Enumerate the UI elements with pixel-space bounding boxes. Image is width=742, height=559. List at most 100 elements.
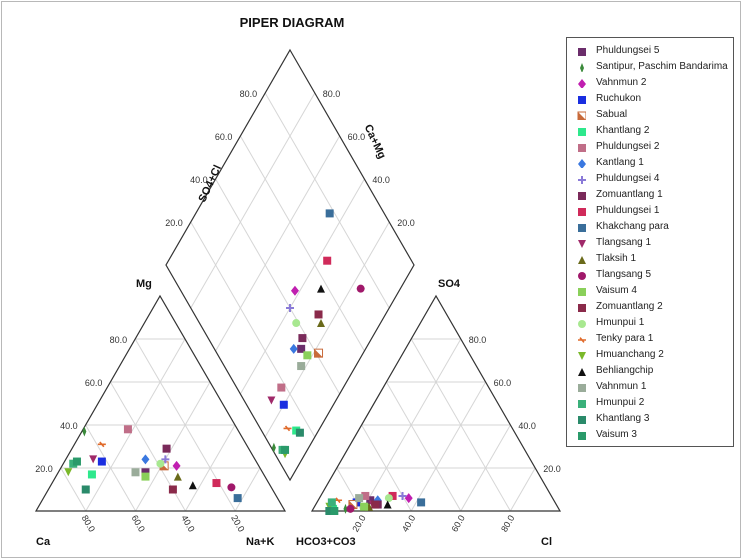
legend-label: Khantlang 2 — [596, 125, 650, 136]
legend-marker-shape — [578, 96, 586, 104]
point-phuldungsei-4-anion — [398, 491, 407, 500]
point-behliangchip-cation — [188, 481, 197, 490]
legend-marker — [578, 272, 586, 280]
diamond-outline — [165, 48, 415, 482]
tick-label: 40.0 — [372, 175, 390, 185]
point-behliangchip-anion — [383, 500, 392, 509]
legend-marker — [578, 288, 586, 296]
legend-marker — [578, 240, 586, 248]
legend-marker-shape — [578, 176, 586, 184]
legend-item: Zomuantlang 2 — [567, 300, 733, 316]
tick-label: 40.0 — [179, 513, 196, 533]
legend-item: Phuldungsei 5 — [567, 44, 733, 60]
grid-line — [135, 381, 211, 512]
legend-label: Ruchukon — [596, 93, 642, 104]
legend-label: Phuldungsei 1 — [596, 205, 660, 216]
legend-label: Tlangsang 5 — [596, 269, 652, 280]
point-vaisum-3-diamond — [281, 445, 290, 454]
point-khakchang-para-anion — [417, 498, 426, 507]
tick-label: 80.0 — [110, 335, 128, 345]
tick-label: 40.0 — [190, 175, 208, 185]
tick-label: 20.0 — [165, 218, 183, 228]
point-zomuantlang-2-anion — [371, 500, 380, 509]
axis-label-mg: Mg — [136, 278, 152, 290]
legend-marker-shape — [578, 159, 586, 168]
legend-label: Tenky para 1 — [596, 333, 654, 344]
axis-label-ca-mg: Ca+Mg — [362, 123, 388, 161]
legend-marker-shape — [578, 416, 586, 424]
legend-label: Sabual — [596, 109, 628, 120]
legend-label: Zomuantlang 1 — [596, 189, 663, 200]
point-vaisum-3-anion — [330, 507, 339, 515]
legend-label: Vaisum 4 — [596, 285, 637, 296]
point-zomuantlang-1-cation — [162, 444, 171, 453]
legend-marker-shape — [578, 304, 586, 312]
legend-item: Tlangsang 1 — [567, 236, 733, 252]
grid-line — [385, 381, 462, 512]
point-phuldungsei-2-cation — [123, 425, 132, 434]
legend-label: Vaisum 3 — [596, 429, 637, 440]
legend-label: Kantlang 1 — [596, 157, 644, 168]
tick-label: 80.0 — [240, 89, 258, 99]
point-vahnmun-2-anion — [404, 493, 413, 504]
axis-label-hco3: HCO3+CO3 — [296, 536, 356, 548]
legend-label: Santipur, Paschim Bandarima — [596, 61, 728, 72]
legend-item: Vahnmun 2 — [567, 76, 733, 92]
triangle-outline — [34, 294, 287, 512]
legend-marker-shape — [578, 272, 586, 280]
grid-line — [264, 92, 390, 309]
grid-line — [410, 338, 511, 512]
point-tlangsang-1-diamond — [267, 396, 276, 405]
legend-marker — [578, 384, 586, 392]
tick-label: 80.0 — [323, 89, 341, 99]
legend-item: Santipur, Paschim Bandarima — [567, 60, 733, 76]
point-tlangsang-5-diamond — [356, 284, 365, 293]
legend-marker — [578, 320, 586, 328]
tick-label: 80.0 — [469, 335, 487, 345]
legend-marker-shape — [578, 400, 586, 408]
point-vaisum-4-anion — [360, 502, 369, 511]
legend-label: Khantlang 3 — [596, 413, 650, 424]
tick-label: 80.0 — [499, 513, 516, 533]
legend-marker — [578, 48, 586, 56]
legend-label: Vahnmun 1 — [596, 381, 647, 392]
point-vahnmun-1-diamond — [297, 362, 306, 371]
triangle-outlines — [34, 48, 562, 512]
point-phuldungsei-2-anion — [361, 491, 370, 500]
point-hmunpui-1-diamond — [292, 319, 301, 328]
legend-marker — [578, 128, 586, 136]
legend-item: Vahnmun 1 — [567, 380, 733, 396]
legend-marker-shape — [578, 208, 586, 216]
point-hmunpui-2-anion — [327, 498, 336, 507]
point-khakchang-para-cation — [233, 494, 242, 503]
legend-label: Phuldungsei 2 — [596, 141, 660, 152]
point-khantlang-2-cation — [87, 470, 96, 479]
legend-marker-shape — [578, 224, 586, 232]
tick-label: 20.0 — [350, 513, 367, 533]
point-vahnmun-1-cation — [131, 468, 140, 477]
point-tenky-para-1-diamond — [283, 425, 292, 432]
axis-label-cl: Cl — [541, 536, 552, 548]
legend-marker-shape — [578, 368, 586, 376]
legend-label: Phuldungsei 4 — [596, 173, 660, 184]
legend-item: Zomuantlang 1 — [567, 188, 733, 204]
point-phuldungsei-5-anion — [366, 496, 375, 505]
triangle-outline — [310, 294, 562, 512]
tick-label: 60.0 — [215, 132, 233, 142]
point-tlaksih-1-cation — [173, 472, 182, 481]
legend-marker — [578, 400, 586, 408]
legend-item: Khantlang 2 — [567, 124, 733, 140]
point-phuldungsei-1-diamond — [323, 256, 332, 265]
point-khantlang-3-anion — [325, 507, 334, 515]
legend-item: Khakchang para — [567, 220, 733, 236]
point-sabual-diamond — [314, 348, 324, 358]
point-zomuantlang-1-diamond — [298, 334, 307, 343]
point-phuldungsei-4-cation — [161, 455, 170, 464]
legend-marker — [578, 368, 586, 376]
legend-label: Vahnmun 2 — [596, 77, 647, 88]
legend-label: Khakchang para — [596, 221, 669, 232]
point-kantlang-1-diamond — [289, 343, 298, 354]
legend-item: Khantlang 3 — [567, 412, 733, 428]
legend-marker-shape — [578, 288, 586, 296]
